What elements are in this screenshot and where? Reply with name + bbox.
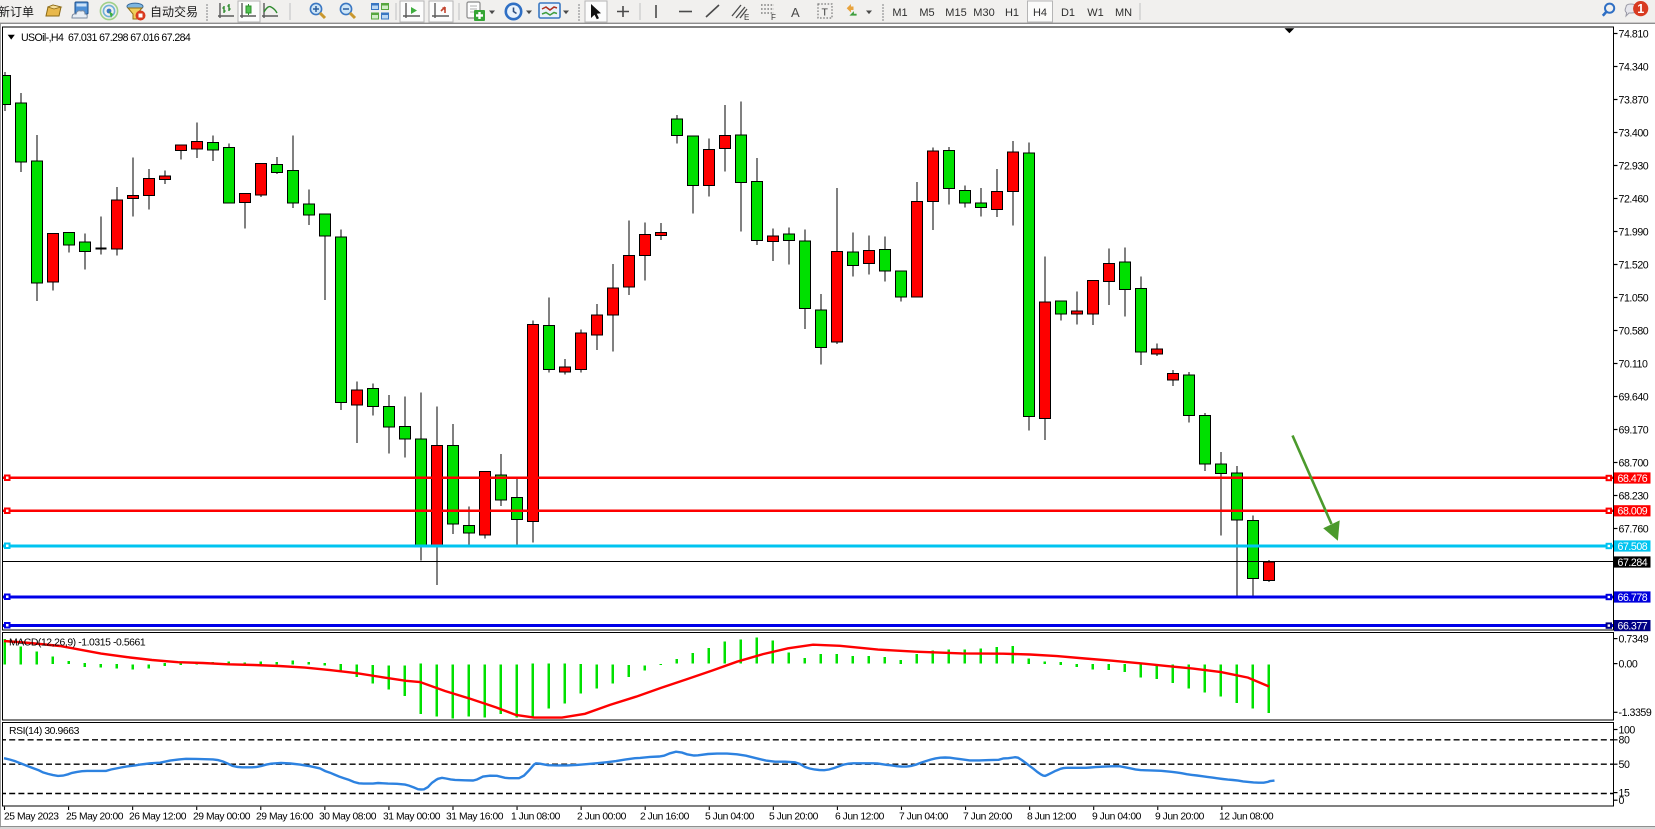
svg-text:100: 100: [1619, 724, 1636, 736]
svg-text:T: T: [822, 7, 829, 19]
svg-text:5 Jun 20:00: 5 Jun 20:00: [769, 812, 819, 823]
svg-text:72.930: 72.930: [1619, 160, 1649, 172]
svg-text:MN: MN: [1115, 7, 1132, 19]
svg-text:69.640: 69.640: [1619, 391, 1649, 403]
svg-text:6 Jun 12:00: 6 Jun 12:00: [835, 812, 885, 823]
svg-text:USOil-,H4 67.031 67.298 67.01: USOil-,H4 67.031 67.298 67.016 67.284: [21, 32, 191, 44]
svg-text:72.460: 72.460: [1619, 193, 1649, 205]
svg-text:29 May 16:00: 29 May 16:00: [256, 812, 314, 823]
svg-text:2 Jun 00:00: 2 Jun 00:00: [577, 812, 627, 823]
svg-text:31 May 00:00: 31 May 00:00: [383, 812, 441, 823]
svg-text:71.050: 71.050: [1619, 292, 1649, 304]
svg-text:66.778: 66.778: [1618, 592, 1648, 604]
svg-text:9 Jun 04:00: 9 Jun 04:00: [1092, 812, 1142, 823]
svg-text:F: F: [771, 13, 776, 22]
svg-text:M30: M30: [973, 7, 994, 19]
svg-text:74.810: 74.810: [1619, 28, 1649, 40]
svg-text:73.400: 73.400: [1619, 127, 1649, 139]
svg-text:70.580: 70.580: [1619, 325, 1649, 337]
svg-text:W1: W1: [1087, 7, 1104, 19]
svg-text:9 Jun 20:00: 9 Jun 20:00: [1155, 812, 1205, 823]
svg-text:12 Jun 08:00: 12 Jun 08:00: [1219, 812, 1274, 823]
svg-text:80: 80: [1619, 735, 1630, 747]
svg-text:71.990: 71.990: [1619, 226, 1649, 238]
svg-text:31 May 16:00: 31 May 16:00: [446, 812, 504, 823]
svg-text:68.009: 68.009: [1618, 506, 1648, 518]
svg-text:1: 1: [1637, 2, 1644, 16]
svg-text:8 Jun 12:00: 8 Jun 12:00: [1027, 812, 1077, 823]
svg-text:自动交易: 自动交易: [150, 4, 198, 19]
svg-text:新订单: 新订单: [0, 4, 34, 19]
svg-text:0.7349: 0.7349: [1619, 633, 1649, 645]
svg-text:RSI(14) 30.9663: RSI(14) 30.9663: [9, 726, 80, 737]
svg-text:68.476: 68.476: [1618, 473, 1648, 485]
svg-text:25 May 20:00: 25 May 20:00: [66, 812, 124, 823]
svg-text:29 May 00:00: 29 May 00:00: [193, 812, 251, 823]
svg-text:69.170: 69.170: [1619, 424, 1649, 436]
svg-text:67.760: 67.760: [1619, 523, 1649, 535]
svg-text:71.520: 71.520: [1619, 259, 1649, 271]
svg-text:30 May 08:00: 30 May 08:00: [319, 812, 377, 823]
svg-text:0: 0: [1619, 795, 1625, 807]
svg-text:66.377: 66.377: [1618, 621, 1648, 633]
svg-text:0.00: 0.00: [1619, 658, 1638, 670]
svg-text:M1: M1: [892, 7, 907, 19]
svg-text:H1: H1: [1005, 7, 1019, 19]
svg-text:68.700: 68.700: [1619, 457, 1649, 469]
svg-text:H4: H4: [1033, 7, 1047, 19]
svg-text:67.508: 67.508: [1618, 541, 1648, 553]
svg-text:25 May 2023: 25 May 2023: [4, 812, 59, 823]
svg-text:74.340: 74.340: [1619, 61, 1649, 73]
svg-text:D1: D1: [1061, 7, 1075, 19]
svg-text:50: 50: [1619, 759, 1630, 771]
svg-text:MACD(12,26,9) -1.0315 -0.5661: MACD(12,26,9) -1.0315 -0.5661: [9, 637, 146, 648]
svg-text:15: 15: [1619, 787, 1630, 799]
svg-text:73.870: 73.870: [1619, 94, 1649, 106]
svg-text:70.110: 70.110: [1619, 358, 1648, 370]
svg-text:-1.3359: -1.3359: [1619, 707, 1652, 719]
svg-text:68.230: 68.230: [1619, 490, 1649, 502]
svg-text:7 Jun 20:00: 7 Jun 20:00: [963, 812, 1013, 823]
svg-text:A: A: [791, 5, 800, 20]
svg-text:67.284: 67.284: [1618, 557, 1648, 569]
svg-text:7 Jun 04:00: 7 Jun 04:00: [899, 812, 949, 823]
svg-text:E: E: [744, 13, 749, 22]
svg-text:M5: M5: [919, 7, 934, 19]
svg-text:1 Jun 08:00: 1 Jun 08:00: [511, 812, 561, 823]
svg-text:M15: M15: [945, 7, 966, 19]
svg-text:2 Jun 16:00: 2 Jun 16:00: [640, 812, 690, 823]
svg-text:26 May 12:00: 26 May 12:00: [129, 812, 187, 823]
svg-text:5 Jun 04:00: 5 Jun 04:00: [705, 812, 755, 823]
